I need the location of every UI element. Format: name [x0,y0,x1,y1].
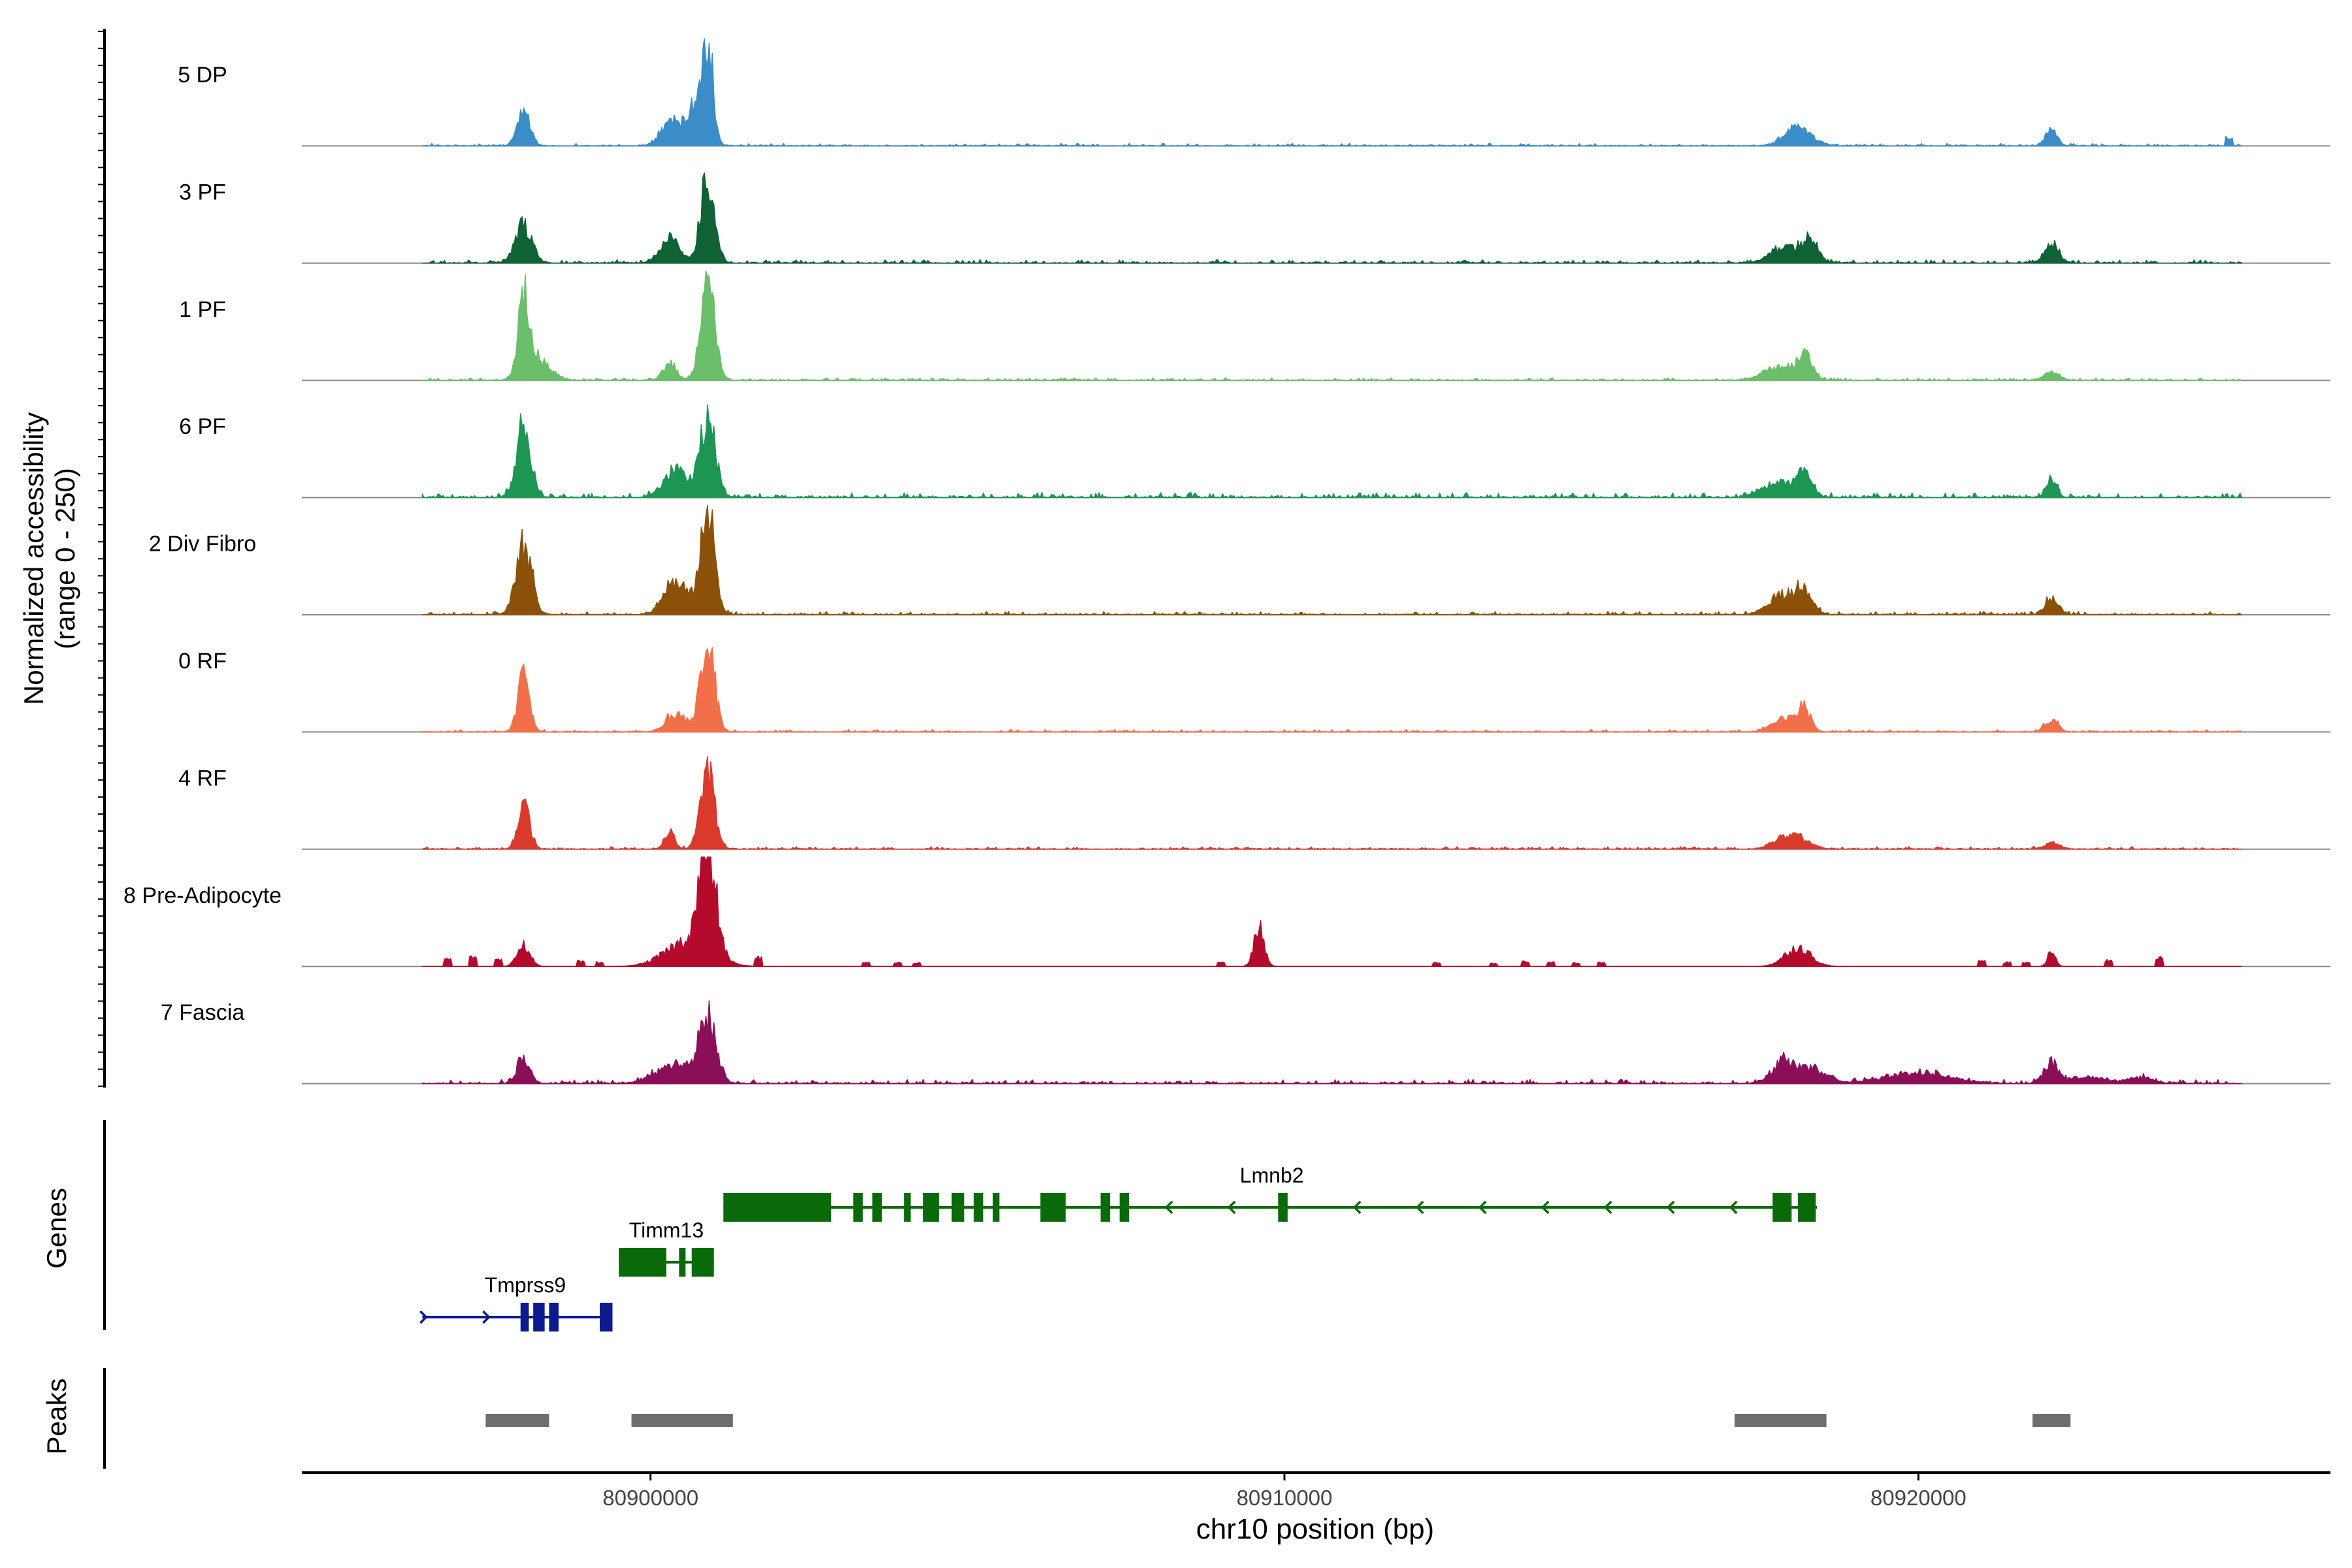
x-axis: 80900000 80910000 80920000 [302,1471,2330,1510]
track-3-pf: 3 PF [179,172,2330,264]
exon-block [600,1303,613,1331]
track-0-rf: 0 RF [178,647,2330,733]
coverage-area [421,504,2242,615]
track-label: 8 Pre-Adipocyte [123,883,282,908]
coverage-area [421,756,2242,850]
gene-name-label: Tmprss9 [485,1273,566,1297]
gene-lmnb2: Lmnb2 [723,1164,1818,1222]
strand-arrow [1352,1200,1362,1215]
exon-block [872,1193,882,1222]
track-label: 4 RF [178,766,227,791]
strand-arrow [419,1310,428,1324]
track-label: 2 Div Fibro [149,532,256,557]
strand-arrow [1603,1200,1612,1215]
track-5-dp: 5 DP [178,38,2330,147]
track-1-pf: 1 PF [179,270,2330,382]
track-8-pre-adipocyte: 8 Pre-Adipocyte [123,857,2330,968]
coverage-area [421,857,2242,967]
coverage-area [421,1000,2242,1085]
strand-arrow [1164,1200,1173,1215]
track-label: 1 PF [179,297,226,322]
x-tick-label: 80900000 [602,1486,698,1510]
peak-region [485,1414,549,1427]
exon-block [1772,1193,1792,1222]
peak-region [631,1414,733,1427]
genes-panel: Tmprss9 Timm13 Lmnb2 [103,1120,1818,1331]
strand-arrow [482,1310,491,1324]
strand-arrow [1478,1200,1487,1215]
track-label: 6 PF [179,414,226,439]
x-axis-title: chr10 position (bp) [1196,1513,1434,1545]
peaks-track-label: Peaks [41,1379,72,1455]
peak-region [1734,1414,1827,1427]
coverage-area [421,647,2242,733]
gene-name-label: Lmnb2 [1240,1164,1304,1187]
x-tick-label: 80910000 [1237,1486,1333,1510]
exon-block [533,1303,545,1331]
coverage-area [421,38,2242,147]
coverage-area [421,404,2242,498]
exon-block [923,1193,939,1222]
strand-arrow [1227,1200,1236,1215]
exon-block [1797,1193,1816,1222]
strand-arrow [1666,1200,1675,1215]
coverage-area [421,172,2242,264]
coverage-panel: 5 DP 3 PF 1 PF 6 PF 2 Div Fibro 0 RF 4 RF 8 Pre… [98,29,2330,1088]
strand-arrow [1415,1200,1424,1215]
exon-block [904,1193,911,1222]
track-2-div-fibro: 2 Div Fibro [149,504,2330,615]
y-axis-title-line2: (range 0 - 250) [50,468,80,649]
peaks-panel [103,1368,2071,1469]
exon-block [1040,1193,1066,1222]
x-tick-label: 80920000 [1870,1486,1967,1510]
exon-block [1278,1193,1288,1222]
peak-region [2032,1414,2071,1427]
genes-track-label: Genes [41,1188,72,1269]
track-label: 3 PF [179,180,226,204]
track-label: 5 DP [178,63,227,88]
gene-tmprss9: Tmprss9 [419,1273,613,1331]
strand-arrow [1541,1200,1550,1215]
exon-block [619,1248,666,1277]
exon-block [973,1193,984,1222]
exon-block [520,1303,529,1331]
y-axis-title-line1: Normalized accessibility [18,412,49,705]
track-6-pf: 6 PF [179,404,2330,498]
exon-block [992,1193,1000,1222]
track-label: 0 RF [178,649,227,674]
exon-block [723,1193,832,1222]
exon-block [951,1193,964,1222]
exon-block [1119,1193,1130,1222]
track-label: 7 Fascia [161,1000,245,1025]
exon-block [691,1248,714,1277]
track-4-rf: 4 RF [178,756,2330,850]
gene-timm13: Timm13 [619,1218,714,1277]
gene-name-label: Timm13 [629,1218,704,1242]
exon-block [1100,1193,1111,1222]
strand-arrow [1729,1200,1738,1215]
track-7-fascia: 7 Fascia [161,1000,2330,1085]
coverage-area [421,270,2242,381]
exon-block [549,1303,559,1331]
exon-block [853,1193,863,1222]
exon-block [679,1248,686,1277]
